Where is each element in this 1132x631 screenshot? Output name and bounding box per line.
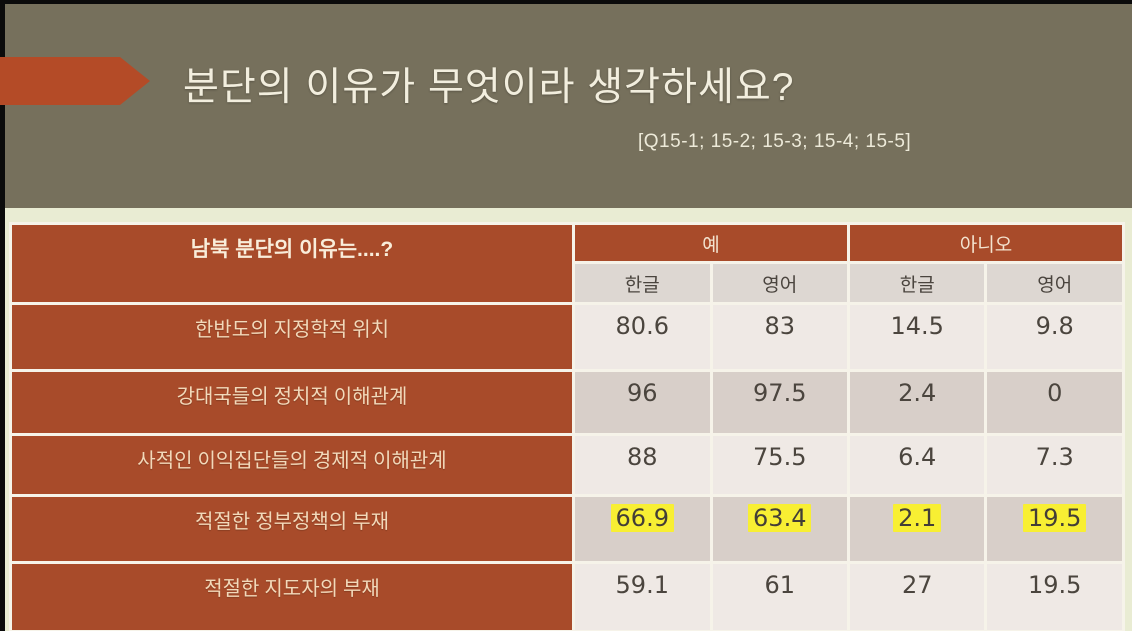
highlighted-value: 63.4 — [748, 504, 812, 532]
value-cell: 27 — [850, 564, 985, 630]
value-cell: 19.5 — [987, 497, 1122, 561]
row-label: 적절한 지도자의 부재 — [12, 564, 573, 630]
value-cell: 63.4 — [712, 497, 847, 561]
slide-title: 분단의 이유가 무엇이라 생각하세요? — [183, 66, 795, 109]
yes-header-cell: 예 — [575, 225, 847, 261]
value-cell: 59.1 — [575, 564, 710, 630]
highlighted-value: 66.9 — [610, 504, 674, 532]
row-label: 강대국들의 정치적 이해관계 — [12, 372, 573, 433]
value-cell: 9.8 — [987, 305, 1122, 369]
no-header-cell: 아니오 — [850, 225, 1122, 261]
arrow-right-icon — [0, 57, 150, 105]
table-row: 적절한 지도자의 부재 59.1 61 27 19.5 — [12, 564, 1122, 630]
table-row: 사적인 이익집단들의 경제적 이해관계 88 75.5 6.4 7.3 — [12, 436, 1122, 494]
question-ids-label: [Q15-1; 15-2; 15-3; 15-4; 15-5] — [638, 131, 912, 152]
subheader-no-english: 영어 — [987, 264, 1122, 302]
value-cell: 83 — [712, 305, 847, 369]
value-cell: 96 — [575, 372, 710, 433]
value-cell: 2.1 — [850, 497, 985, 561]
subheader-no-korean: 한글 — [850, 264, 985, 302]
row-label: 한반도의 지정학적 위치 — [12, 305, 573, 369]
top-border-bar — [0, 0, 1132, 4]
value-cell: 97.5 — [712, 372, 847, 433]
value-cell: 66.9 — [575, 497, 710, 561]
value-cell: 6.4 — [850, 436, 985, 494]
left-border-bar — [0, 0, 5, 631]
row-label: 사적인 이익집단들의 경제적 이해관계 — [12, 436, 573, 494]
question-header-cell: 남북 분단의 이유는....? — [12, 225, 573, 302]
group-header-row: 남북 분단의 이유는....? 예 아니오 — [12, 225, 1122, 302]
subheader-yes-korean: 한글 — [575, 264, 710, 302]
value-cell: 2.4 — [850, 372, 985, 433]
subheader-yes-english: 영어 — [712, 264, 847, 302]
value-cell: 61 — [712, 564, 847, 630]
slide-header-band — [5, 4, 1132, 208]
value-cell: 80.6 — [575, 305, 710, 369]
value-cell: 7.3 — [987, 436, 1122, 494]
value-cell: 19.5 — [987, 564, 1122, 630]
sub-header-row: 한글 영어 한글 영어 — [12, 264, 1122, 302]
highlighted-value: 2.1 — [893, 504, 942, 532]
value-cell: 0 — [987, 372, 1122, 433]
survey-results-table: 남북 분단의 이유는....? 예 아니오 한글 영어 한글 영어 한반도의 지… — [9, 222, 1125, 631]
table-row-highlighted: 적절한 정부정책의 부재 66.9 63.4 2.1 19.5 — [12, 497, 1122, 561]
table-row: 한반도의 지정학적 위치 80.6 83 14.5 9.8 — [12, 305, 1122, 369]
highlighted-value: 19.5 — [1023, 504, 1087, 532]
value-cell: 14.5 — [850, 305, 985, 369]
row-label: 적절한 정부정책의 부재 — [12, 497, 573, 561]
table-row: 강대국들의 정치적 이해관계 96 97.5 2.4 0 — [12, 372, 1122, 433]
value-cell: 88 — [575, 436, 710, 494]
value-cell: 75.5 — [712, 436, 847, 494]
